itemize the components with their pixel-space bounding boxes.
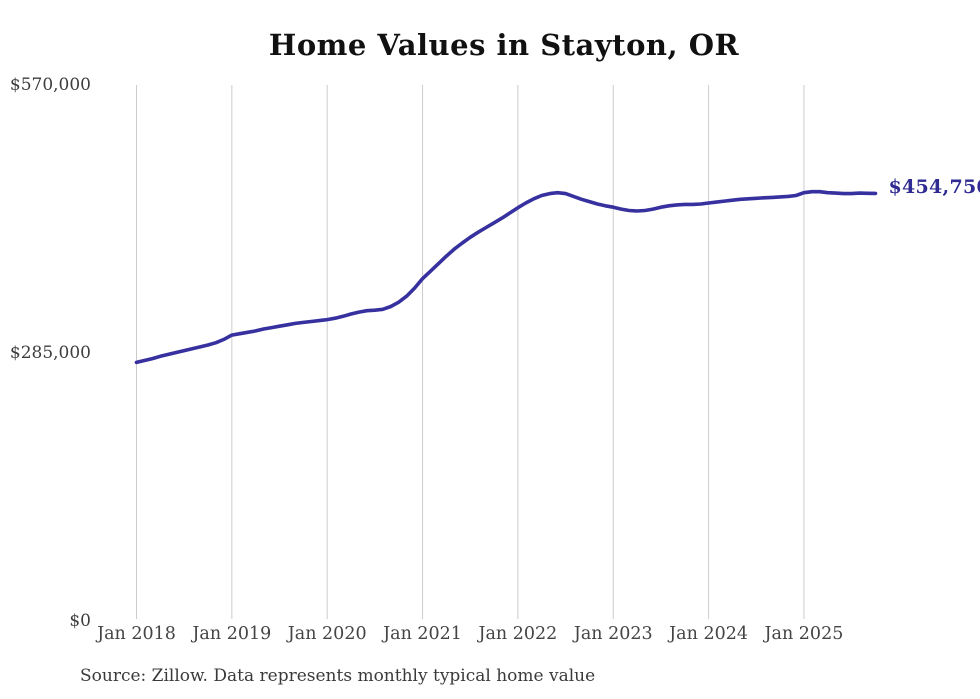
source-note: Source: Zillow. Data represents monthly … [80,666,596,686]
x-tick-label: Jan 2025 [764,624,844,644]
y-tick-label: $570,000 [9,75,91,95]
x-tick-label: Jan 2020 [287,624,367,644]
x-tick-label: Jan 2023 [573,624,653,644]
x-tick-label: Jan 2022 [478,624,558,644]
x-tick-label: Jan 2024 [669,624,748,644]
y-tick-label: $0 [69,611,91,631]
x-tick-label: Jan 2021 [383,624,462,644]
chart-title: Home Values in Stayton, OR [268,28,740,62]
x-tick-label: Jan 2018 [97,624,176,644]
x-tick-label: Jan 2019 [192,624,272,644]
current-value-label: $454,750 [888,175,980,198]
y-tick-label: $285,000 [9,343,91,363]
home-value-line [134,189,878,365]
